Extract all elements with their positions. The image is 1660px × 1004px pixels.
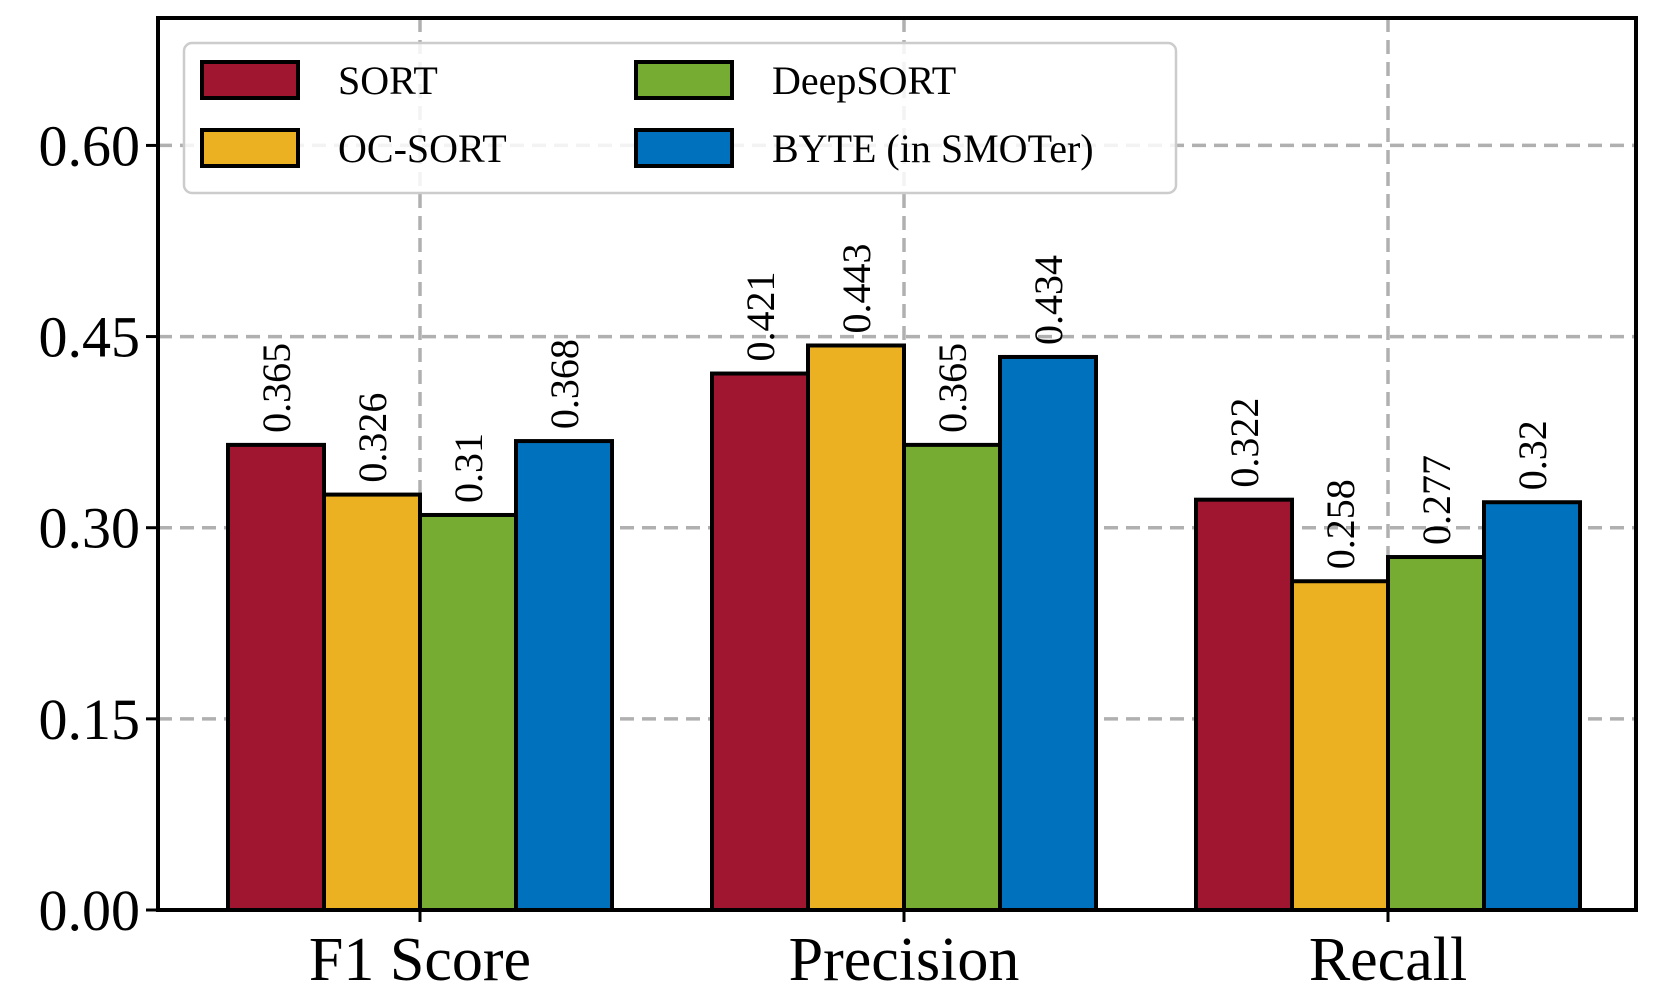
bar-value-label: 0.32 bbox=[1510, 420, 1555, 490]
y-tick-label: 0.30 bbox=[39, 496, 141, 561]
bar bbox=[1290, 579, 1390, 913]
x-tick-label: Recall bbox=[1309, 926, 1467, 994]
bar-value-label: 0.434 bbox=[1026, 255, 1071, 345]
bar bbox=[998, 354, 1098, 912]
bar bbox=[1482, 500, 1582, 912]
bar-value-label: 0.258 bbox=[1318, 479, 1363, 569]
bar-value-label: 0.322 bbox=[1222, 398, 1267, 488]
bar bbox=[322, 492, 422, 912]
bar bbox=[1194, 497, 1294, 912]
legend-label: BYTE (in SMOTer) bbox=[772, 126, 1094, 171]
legend-label: SORT bbox=[338, 58, 438, 103]
y-tick-label: 0.60 bbox=[39, 113, 141, 178]
bar bbox=[226, 442, 326, 912]
bar bbox=[1386, 555, 1486, 912]
bars bbox=[226, 343, 1582, 913]
bar-value-labels: 0.365 0.421 0.322 0.326 0.443 0.258 0.31 0.365 0… bbox=[254, 243, 1555, 569]
legend-box bbox=[182, 41, 1178, 195]
bar bbox=[806, 343, 906, 912]
bar-value-label: 0.31 bbox=[446, 433, 491, 503]
legend: SORT OC-SORT DeepSORT BYTE (in SMOTer) bbox=[182, 41, 1178, 195]
bar-value-label: 0.365 bbox=[254, 343, 299, 433]
x-tick-label: Precision bbox=[789, 926, 1020, 994]
legend-swatch bbox=[200, 60, 300, 100]
bar-value-label: 0.443 bbox=[834, 243, 879, 333]
legend-swatch bbox=[200, 128, 300, 168]
plot-frame bbox=[156, 16, 1638, 912]
legend-label: DeepSORT bbox=[772, 58, 956, 103]
axes: 0.00 0.15 0.30 0.45 0.60 F1 Score Precision Rec… bbox=[39, 16, 1638, 994]
bar-value-label: 0.365 bbox=[930, 343, 975, 433]
bar bbox=[418, 512, 518, 912]
bar-value-label: 0.277 bbox=[1414, 455, 1459, 545]
y-tick-label: 0.45 bbox=[39, 305, 141, 370]
x-tick-label: F1 Score bbox=[309, 926, 531, 994]
bar-value-label: 0.326 bbox=[350, 393, 395, 483]
bar-value-label: 0.421 bbox=[738, 272, 783, 362]
bar-value-label: 0.368 bbox=[542, 339, 587, 429]
y-tick-label: 0.15 bbox=[39, 687, 141, 752]
y-tick-label: 0.00 bbox=[39, 878, 141, 943]
bar bbox=[710, 371, 810, 913]
legend-label: OC-SORT bbox=[338, 126, 507, 171]
legend-swatch bbox=[634, 128, 734, 168]
bar bbox=[514, 439, 614, 912]
legend-swatch bbox=[634, 60, 734, 100]
bar bbox=[902, 442, 1002, 912]
